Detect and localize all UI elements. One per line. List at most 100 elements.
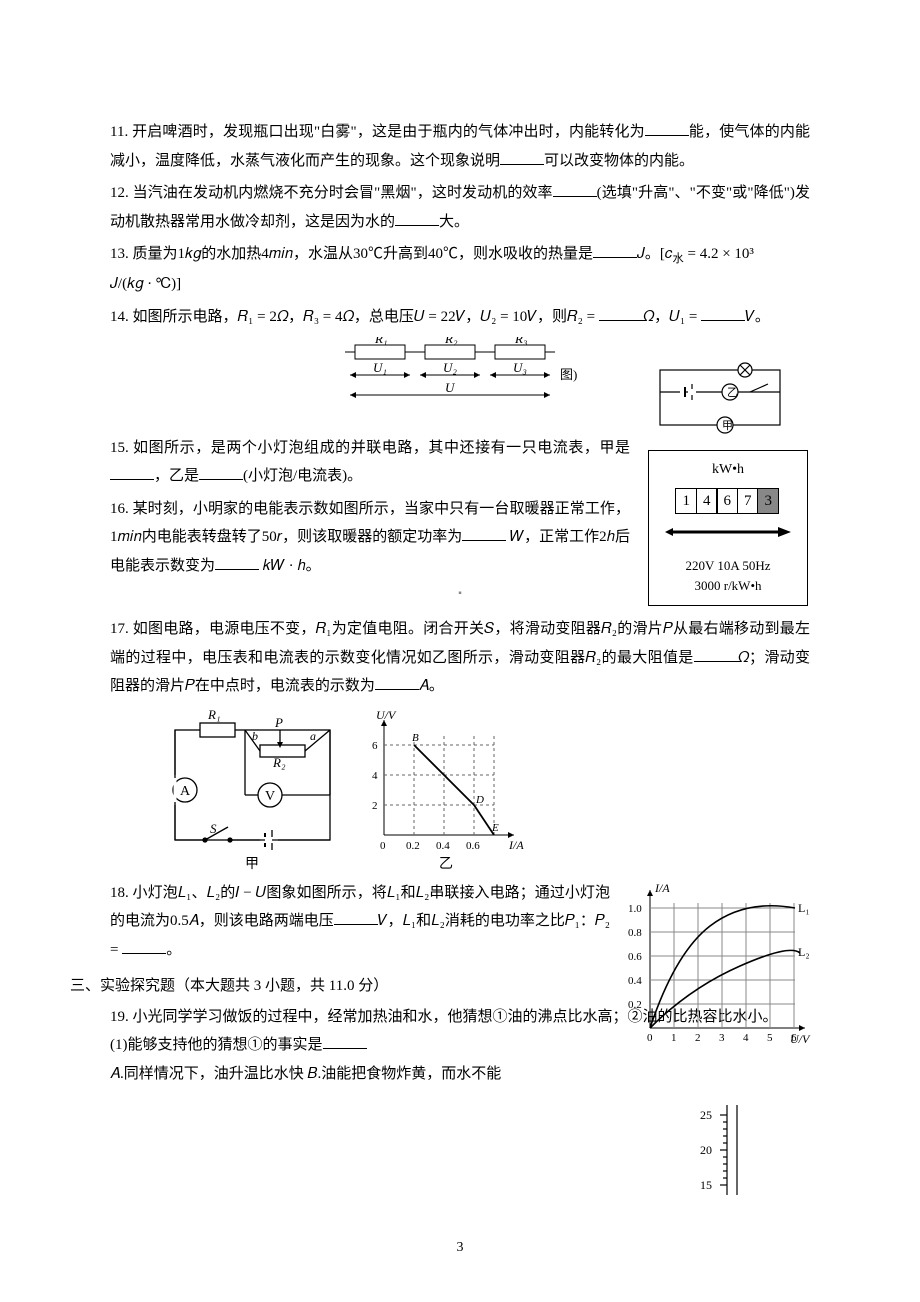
q19-text-c: 𝐴.同样情况下，油升温比水快 𝐵.油能把食物炸黄，而水不能	[110, 1060, 810, 1089]
svg-text:0.4: 0.4	[628, 975, 642, 987]
q13-sub: 水	[672, 253, 683, 265]
q19-text-b: (1)能够支持他的猜想①的事实是	[110, 1037, 323, 1053]
q17-num: 17.	[110, 621, 129, 637]
blank	[323, 1034, 367, 1049]
meter-line1: 220V 10A 50Hz	[653, 556, 803, 576]
blank	[599, 306, 643, 321]
svg-text:U: U	[445, 380, 456, 395]
q12-num: 12.	[110, 185, 129, 201]
blank	[500, 150, 544, 165]
q15-text-c: (小灯泡/电流表)。	[243, 468, 362, 484]
svg-text:L₂: L₂	[798, 945, 810, 959]
q17-text-c: 𝐴。	[419, 678, 444, 694]
svg-text:20: 20	[700, 1143, 712, 1157]
meter-digit: 1	[675, 488, 697, 514]
blank	[645, 121, 689, 136]
svg-text:6: 6	[791, 1032, 797, 1044]
svg-text:A: A	[180, 784, 191, 799]
svg-text:25: 25	[700, 1108, 712, 1122]
svg-text:4: 4	[743, 1032, 749, 1044]
meter-arrow-icon	[663, 524, 793, 544]
q11-text-c: 可以改变物体的内能。	[544, 153, 694, 169]
q13-text-c: = 4.2 × 10³	[684, 246, 754, 262]
blank	[215, 555, 259, 570]
blank	[199, 465, 243, 480]
question-11: 11. 开启啤酒时，发现瓶口出现"白雾"，这是由于瓶内的气体冲出时，内能转化为能…	[110, 118, 810, 175]
svg-text:0.6: 0.6	[628, 951, 642, 963]
svg-text:乙: 乙	[439, 856, 453, 872]
svg-text:甲: 甲	[245, 857, 259, 872]
blank	[395, 211, 439, 226]
meter-digit: 4	[696, 488, 718, 514]
q17-circuit-jia: R₁ R₂ P b a A V S	[150, 705, 350, 875]
q18-num: 18.	[110, 885, 129, 901]
meter-line2: 3000 r/kW•h	[653, 576, 803, 596]
svg-text:0.8: 0.8	[628, 927, 642, 939]
thermometer-diagram: 25 20 15	[692, 1100, 752, 1211]
svg-text:1: 1	[671, 1032, 677, 1044]
q15-text-b: ，乙是	[154, 468, 199, 484]
series-circuit-svg: R₁ R₂ R₃ U₁ U₂ U₃ U 图)	[335, 337, 585, 417]
svg-text:P: P	[274, 715, 283, 730]
blank	[553, 182, 597, 197]
energy-meter-diagram: kW•h 1 4 6 7 3 220V 10A 50Hz 3000 r/kW•h	[648, 450, 808, 606]
svg-text:a: a	[310, 729, 316, 743]
q13-num: 13.	[110, 246, 129, 262]
q13-text-a: 质量为1𝑘𝑔的水加热4𝑚𝑖𝑛，水温从30℃升高到40℃，则水吸收的热量是	[129, 246, 593, 262]
q12-text-a: 当汽油在发动机内燃烧不充分时会冒"黑烟"，这时发动机的效率	[129, 185, 553, 201]
svg-text:R₁: R₁	[374, 337, 387, 346]
blank	[593, 243, 637, 258]
svg-text:图): 图)	[560, 367, 577, 382]
q14-num: 14.	[110, 309, 129, 325]
svg-text:1.0: 1.0	[628, 903, 642, 915]
svg-text:L₁: L₁	[798, 901, 810, 915]
blank	[375, 675, 419, 690]
blank	[462, 526, 506, 541]
meter-digits: 1 4 6 7 3	[653, 488, 803, 514]
svg-text:E: E	[491, 822, 499, 834]
q14-text-b: 𝛺，𝑈₁ =	[643, 309, 701, 325]
svg-text:乙: 乙	[727, 386, 738, 399]
svg-text:5: 5	[767, 1032, 773, 1044]
svg-text:15: 15	[700, 1178, 712, 1192]
svg-text:R₃: R₃	[514, 337, 527, 346]
q11-num: 11.	[110, 124, 128, 140]
question-12: 12. 当汽油在发动机内燃烧不充分时会冒"黑烟"，这时发动机的效率(选填"升高"…	[110, 179, 810, 236]
meter-digit: 7	[737, 488, 759, 514]
svg-text:甲: 甲	[722, 420, 733, 432]
blank	[701, 306, 745, 321]
q14-text-a: 如图所示电路，𝑅₁ = 2𝛺，𝑅₃ = 4𝛺，总电压𝑈 = 22𝑉，𝑈₂ = 1…	[129, 309, 599, 325]
svg-text:R₂: R₂	[272, 755, 286, 770]
svg-text:R₁: R₁	[207, 707, 220, 722]
svg-text:0: 0	[380, 840, 386, 852]
q16-text-c: 𝑘𝑊 · ℎ。	[259, 558, 321, 574]
question-14: 14. 如图所示电路，𝑅₁ = 2𝛺，𝑅₃ = 4𝛺，总电压𝑈 = 22𝑉，𝑈₂…	[110, 303, 810, 332]
svg-text:I/A: I/A	[508, 838, 524, 852]
parallel-circuit-diagram: 乙 甲	[650, 360, 790, 449]
meter-unit: kW•h	[653, 457, 803, 484]
svg-text:U₃: U₃	[513, 360, 527, 375]
svg-text:0: 0	[647, 1032, 653, 1044]
svg-text:3: 3	[719, 1032, 725, 1044]
q15-text-a: 如图所示，是两个小灯泡组成的并联电路，其中还接有一只电流表，甲是	[129, 440, 630, 456]
svg-text:S: S	[210, 821, 217, 836]
svg-text:V: V	[265, 789, 275, 804]
q18-text-c: 。	[166, 942, 181, 958]
blank	[110, 465, 154, 480]
svg-text:0.6: 0.6	[466, 840, 480, 852]
svg-text:U₂: U₂	[443, 360, 457, 375]
q13-text-b: 𝐽。[𝑐	[637, 246, 673, 262]
svg-text:0.2: 0.2	[628, 999, 642, 1011]
blank	[122, 939, 166, 954]
q12-text-c: 大。	[439, 214, 469, 230]
q19-num: 19.	[110, 1009, 129, 1025]
svg-text:U₁: U₁	[373, 360, 387, 375]
q14-text-c: 𝑉。	[745, 309, 770, 325]
svg-text:B: B	[412, 732, 419, 744]
svg-text:I/A: I/A	[654, 881, 670, 895]
q16-num: 16.	[110, 501, 129, 517]
q17-figures: R₁ R₂ P b a A V S	[110, 705, 810, 875]
svg-text:2: 2	[695, 1032, 701, 1044]
blank	[694, 647, 738, 662]
svg-text:4: 4	[372, 770, 378, 782]
